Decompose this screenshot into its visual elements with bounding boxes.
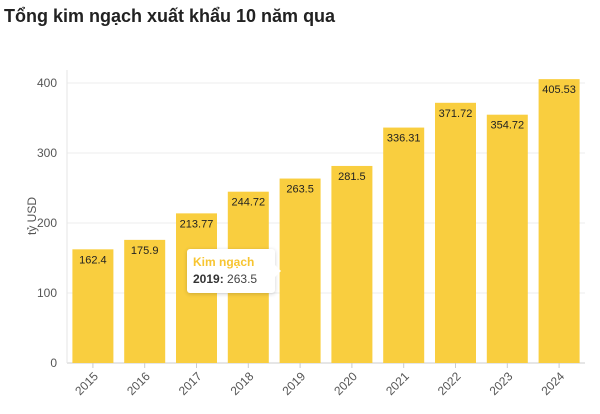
bar-2016 [124, 239, 166, 363]
x-tick-label: 2024 [538, 369, 567, 398]
y-tick-label: 200 [37, 216, 57, 230]
data-label: 405.53 [542, 84, 576, 96]
x-tick-label: 2018 [228, 369, 257, 398]
y-tick-label: 0 [50, 356, 57, 370]
data-label: 354.72 [490, 120, 524, 132]
data-label: 336.31 [387, 133, 421, 145]
x-tick-label: 2022 [435, 369, 464, 398]
x-tick-label: 2016 [124, 369, 153, 398]
x-tick-label: 2020 [331, 369, 360, 398]
bar-2015 [72, 249, 114, 363]
data-label: 162.4 [79, 254, 107, 266]
data-label: 371.72 [439, 108, 473, 120]
y-axis-label: tỷ USD [25, 197, 39, 235]
data-label: 281.5 [338, 171, 366, 183]
x-tick-label: 2017 [176, 369, 205, 398]
tooltip-value: 263.5 [227, 272, 258, 286]
bar-2021 [383, 127, 425, 363]
data-label: 263.5 [286, 184, 314, 196]
data-label: 213.77 [180, 218, 214, 230]
data-label: 175.9 [131, 245, 159, 257]
y-tick-label: 100 [37, 286, 57, 300]
bar-2019 [279, 178, 321, 363]
bar-2020 [331, 165, 373, 363]
x-tick-label: 2021 [383, 369, 412, 398]
tooltip: Kim ngạch 2019: 263.5 [187, 249, 281, 293]
data-label: 244.72 [231, 197, 265, 209]
x-tick-label: 2023 [487, 369, 516, 398]
bar-2023 [486, 114, 528, 363]
x-tick-label: 2015 [72, 369, 101, 398]
x-tick-label: 2019 [279, 369, 308, 398]
tooltip-year: 2019: [193, 272, 224, 286]
y-tick-label: 300 [37, 146, 57, 160]
tooltip-series: Kim ngạch [193, 255, 255, 269]
bar-2024 [538, 79, 580, 363]
bar-2022 [435, 102, 476, 364]
chart-title: Tổng kim ngạch xuất khẩu 10 năm qua [4, 6, 336, 26]
y-tick-label: 400 [37, 76, 57, 90]
